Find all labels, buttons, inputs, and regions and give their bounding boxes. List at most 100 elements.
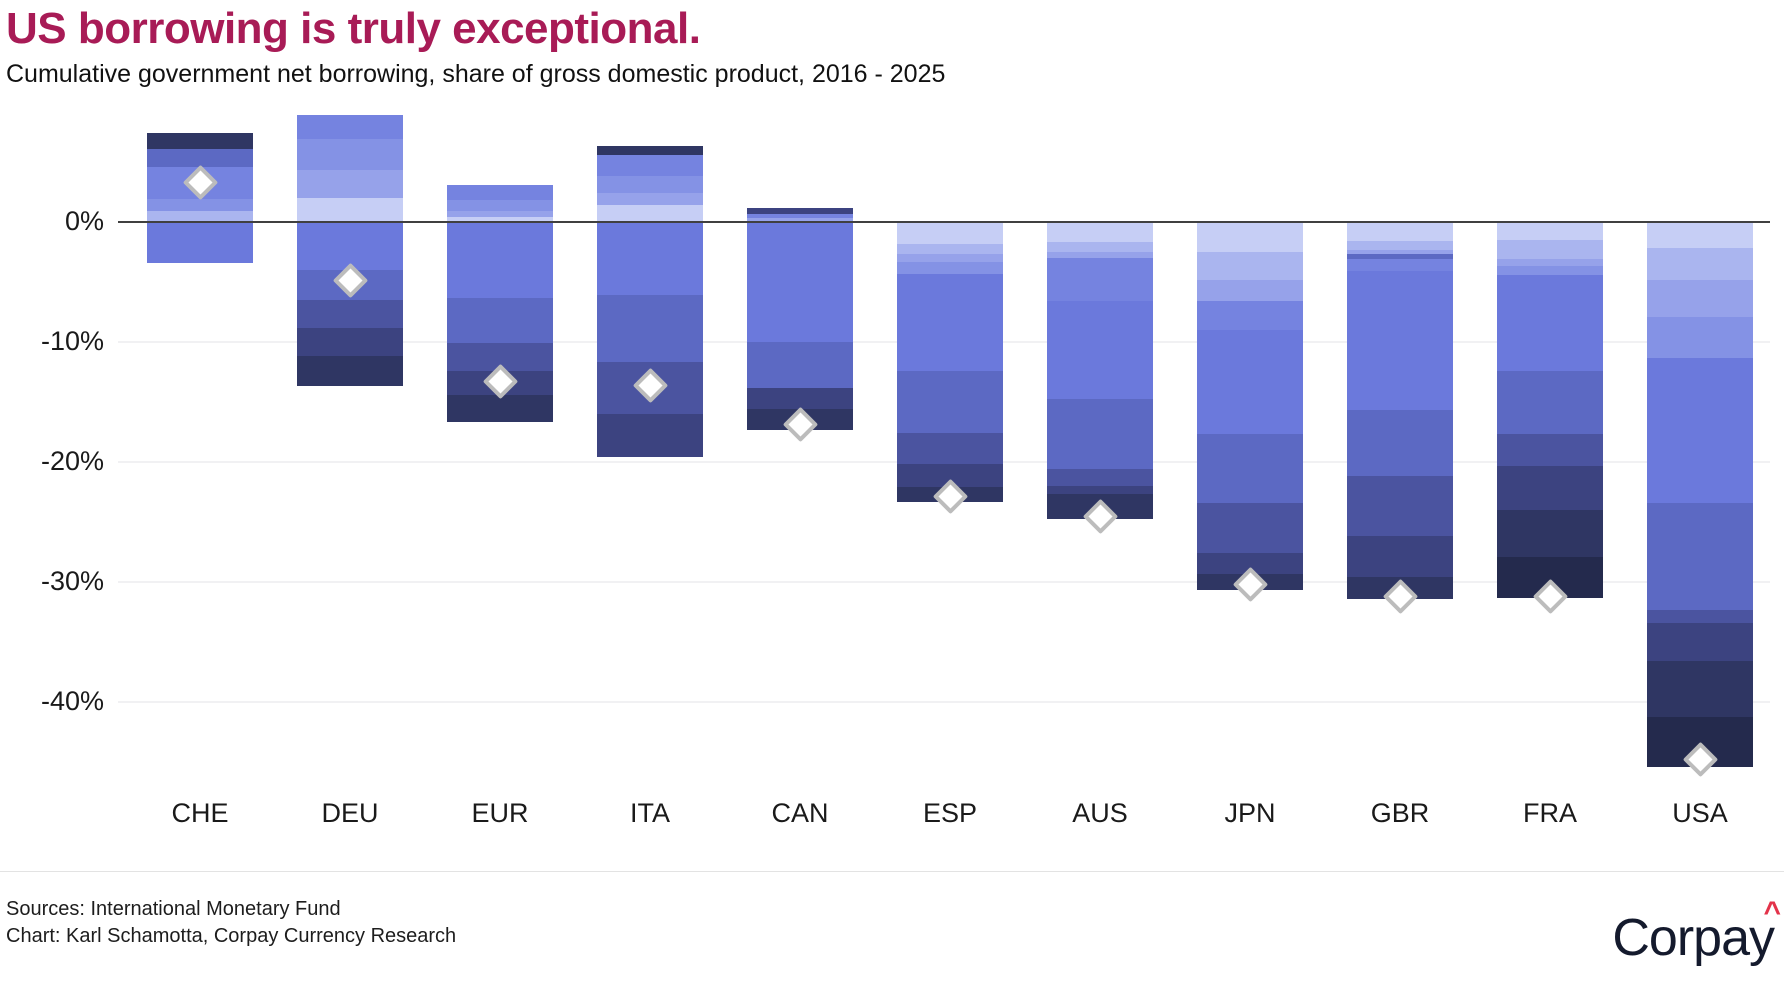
bar-segment-can <box>747 213 853 219</box>
gridline <box>118 701 1770 703</box>
bar-segment-gbr <box>1347 476 1453 537</box>
x-axis-label-aus: AUS <box>1072 798 1128 828</box>
bar-segment-aus <box>1047 241 1153 253</box>
corpay-logo-text: Corpay <box>1612 909 1775 967</box>
bar-segment-deu <box>297 356 403 386</box>
bar-segment-esp <box>897 273 1003 372</box>
bar-segment-gbr <box>1347 222 1453 242</box>
x-axis-label-gbr: GBR <box>1370 798 1430 828</box>
bar-segment-jpn <box>1197 252 1303 281</box>
bar-segment-can <box>747 222 853 343</box>
bar-segment-gbr <box>1347 249 1453 255</box>
bar-segment-che <box>147 148 253 168</box>
bar-segment-ita <box>597 154 703 177</box>
x-axis-label-ita: ITA <box>630 798 670 828</box>
x-axis-label-esp: ESP <box>922 798 978 828</box>
y-axis-tick-label: -40% <box>40 686 104 716</box>
bar-segment-eur <box>447 394 553 422</box>
bar-segment-usa <box>1647 358 1753 504</box>
bar-segment-eur <box>447 200 553 212</box>
bar-segment-can <box>747 387 853 410</box>
bar-segment-deu <box>297 115 403 140</box>
bar-segment-deu <box>297 198 403 223</box>
y-axis-tick-label: -20% <box>40 446 104 476</box>
bar-segment-can <box>747 217 853 223</box>
bar-segment-fra <box>1497 510 1603 558</box>
bar-segment-aus <box>1047 468 1153 487</box>
bar-segment-jpn <box>1197 434 1303 504</box>
credit-note: Chart: Karl Schamotta, Corpay Currency R… <box>6 925 457 947</box>
bar-segment-esp <box>897 254 1003 263</box>
bar-segment-esp <box>897 370 1003 434</box>
bar-segment-aus <box>1047 258 1153 302</box>
bar-segment-fra <box>1497 266 1603 276</box>
sources-note: Sources: International Monetary Fund <box>6 898 341 920</box>
bar-segment-eur <box>447 222 553 299</box>
bar-segment-usa <box>1647 279 1753 318</box>
bar-segment-jpn <box>1197 502 1303 554</box>
y-axis-tick-label: -10% <box>40 326 104 356</box>
bar-segment-esp <box>897 243 1003 255</box>
bar-segment-usa <box>1647 248 1753 281</box>
bar-segment-ita <box>597 414 703 457</box>
bar-segment-ita <box>597 176 703 194</box>
bar-segment-esp <box>897 433 1003 465</box>
footer-divider <box>0 871 1784 872</box>
bar-segment-ita <box>597 193 703 206</box>
bar-segment-jpn <box>1197 279 1303 302</box>
bar-segment-che <box>147 222 253 264</box>
bar-segment-che <box>147 211 253 223</box>
bar-segment-esp <box>897 464 1003 488</box>
bar-segment-eur <box>447 184 553 201</box>
bar-segment-usa <box>1647 316 1753 359</box>
bar-segment-fra <box>1497 240 1603 260</box>
bar-segment-esp <box>897 261 1003 275</box>
bar-segment-fra <box>1497 274 1603 372</box>
page-title: US borrowing is truly exceptional. <box>6 4 701 53</box>
x-axis-label-che: CHE <box>171 798 229 828</box>
bar-segment-usa <box>1647 502 1753 611</box>
bar-segment-gbr <box>1347 271 1453 411</box>
x-axis-label-eur: EUR <box>471 798 529 828</box>
bar-segment-fra <box>1497 259 1603 267</box>
bar-segment-aus <box>1047 301 1153 400</box>
bar-segment-usa <box>1647 660 1753 718</box>
bar-segment-deu <box>297 327 403 357</box>
x-axis-label-jpn: JPN <box>1224 798 1276 828</box>
bar-segment-usa <box>1647 222 1753 249</box>
bar-segment-aus <box>1047 252 1153 259</box>
bar-segment-ita <box>597 146 703 156</box>
bar-segment-gbr <box>1347 259 1453 272</box>
bar-segment-usa <box>1647 609 1753 624</box>
x-axis-label-usa: USA <box>1672 798 1728 828</box>
bar-segment-usa <box>1647 622 1753 662</box>
bar-segment-aus <box>1047 486 1153 495</box>
x-axis-label-fra: FRA <box>1523 798 1577 828</box>
bar-segment-fra <box>1497 222 1603 241</box>
bar-segment-can <box>747 342 853 389</box>
bar-segment-ita <box>597 295 703 363</box>
x-axis-label-deu: DEU <box>321 798 379 828</box>
bar-segment-esp <box>897 222 1003 245</box>
gridline <box>118 581 1770 583</box>
bar-segment-ita <box>597 222 703 296</box>
bar-segment-aus <box>1047 399 1153 470</box>
y-axis-tick-label: 0% <box>64 206 104 236</box>
bar-segment-fra <box>1497 370 1603 435</box>
bar-segment-ita <box>597 205 703 223</box>
corpay-caret-icon: ^ <box>1763 896 1781 929</box>
bar-segment-gbr <box>1347 254 1453 260</box>
x-axis-label-can: CAN <box>771 798 829 828</box>
bar-segment-eur <box>447 297 553 344</box>
bar-segment-gbr <box>1347 536 1453 578</box>
bar-segment-jpn <box>1197 330 1303 435</box>
bar-segment-deu <box>297 222 403 271</box>
bar-segment-gbr <box>1347 410 1453 477</box>
bar-segment-jpn <box>1197 553 1303 575</box>
bar-segment-fra <box>1497 465 1603 511</box>
bar-segment-fra <box>1497 434 1603 467</box>
bar-segment-gbr <box>1347 241 1453 251</box>
zero-baseline <box>118 221 1770 223</box>
chart-subtitle: Cumulative government net borrowing, sha… <box>6 60 946 88</box>
